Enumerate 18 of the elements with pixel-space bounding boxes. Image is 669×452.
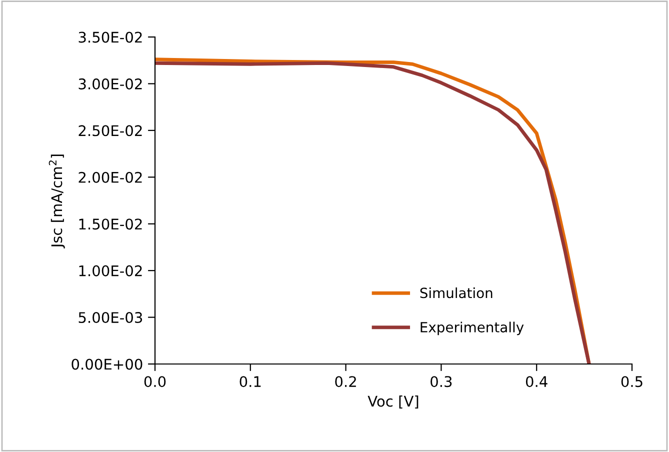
- x-tick-label: 0.0: [144, 376, 166, 388]
- y-tick-label: 1.00E-02: [79, 265, 142, 276]
- x-tick-label: 0.4: [526, 376, 548, 388]
- x-tick-label: 0.3: [430, 376, 452, 388]
- legend-label: Experimentally: [420, 322, 524, 336]
- x-tick-label: 0.1: [240, 376, 261, 388]
- y-tick-label: 1.50E-02: [79, 218, 142, 230]
- x-axis-title: Voc [V]: [368, 395, 418, 408]
- y-tick-label: 3.00E-02: [78, 78, 142, 90]
- y-tick-label: 0.00E+00: [72, 358, 142, 370]
- y-tick-label: 5.00E-03: [78, 312, 142, 324]
- y-tick-label: 2.50E-02: [78, 125, 142, 136]
- y-tick-label: 3.50E-02: [78, 32, 142, 43]
- legend-label: Simulation: [420, 287, 492, 298]
- y-axis-title: Jsc [mA/cm$^{2}$]: [48, 154, 65, 248]
- y-tick-label: 2.00E-02: [78, 172, 142, 183]
- x-tick-label: 0.2: [335, 376, 356, 388]
- x-tick-label: 0.5: [621, 376, 642, 388]
